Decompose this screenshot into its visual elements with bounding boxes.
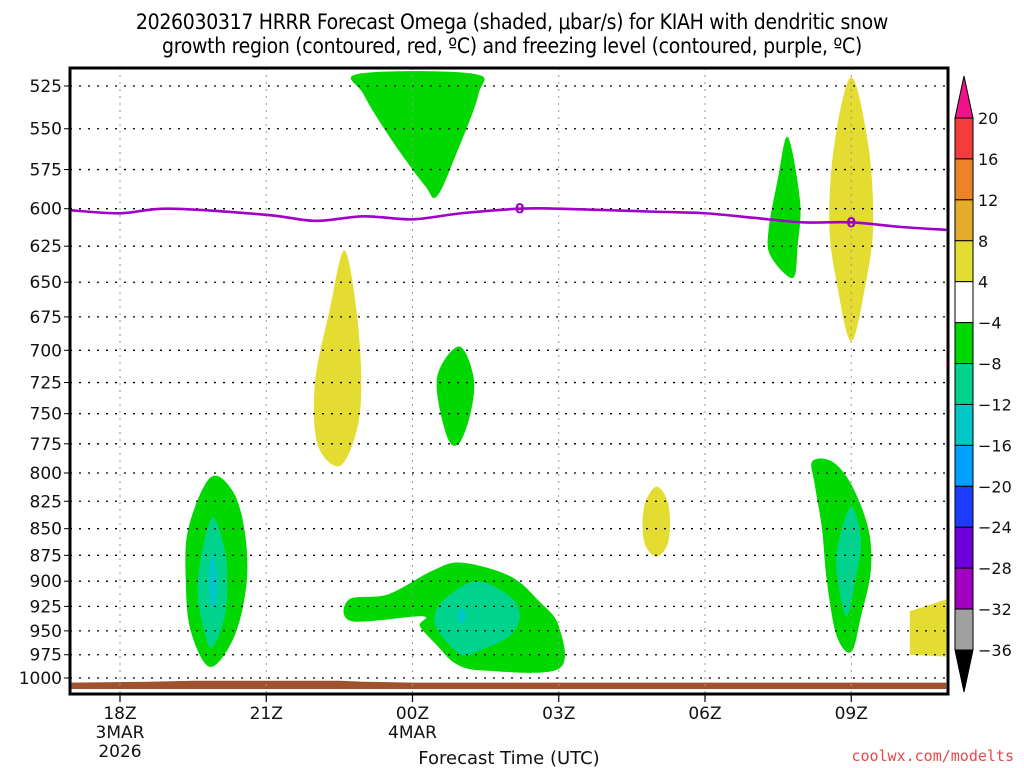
y-tick-label: 925 [30,597,62,617]
region-terrain [70,680,947,689]
colorbar-label: −8 [978,355,1002,374]
colorbar-under-triangle [954,649,974,693]
x-tick-label: 21Z [250,704,283,724]
y-tick-label: 575 [30,161,62,181]
y-tick-label: 975 [30,646,62,666]
region-cyan-0100z-low [456,606,467,626]
colorbar-swatch [954,117,974,160]
y-tick-label: 875 [30,546,62,566]
chart-title-line-1: 2026030317 HRRR Forecast Omega (shaded, … [135,10,889,34]
x-tick-label: 03Z [542,704,575,724]
colorbar-swatch [954,240,974,283]
y-tick-label: 775 [30,435,62,455]
x-tick-label: 4MAR [388,723,437,743]
colorbar-swatch [954,363,974,405]
x-tick-label: 3MAR [96,723,145,743]
region-upper-green-0130z [350,71,485,199]
y-tick-label: 600 [30,200,62,220]
colorbar-swatch [954,526,974,569]
colorbar-label: −20 [978,477,1012,496]
colorbar-swatch [954,199,974,242]
y-tick-label: 550 [30,120,62,140]
x-tick-label: 06Z [688,704,721,724]
y-tick-label: 900 [30,572,62,592]
y-tick-label: 750 [30,405,62,425]
colorbar-swatch [954,281,974,324]
colorbar-label: 16 [978,150,998,169]
y-tick-label: 700 [30,341,62,361]
freezing-level-contour: 00 [69,202,947,232]
colorbar-swatch [954,567,974,610]
colorbar-label: 8 [978,232,988,251]
plot-frame [68,66,950,696]
y-tick-label: 725 [30,374,62,394]
colorbar-over-triangle [954,75,974,119]
region-teal-0900z-low [836,506,862,617]
y-tick-label: 625 [30,237,62,257]
shaded-regions [70,71,947,689]
x-axis-label: Forecast Time (UTC) [418,748,599,768]
y-tick-label: 675 [30,308,62,328]
x-tick-label: 2026 [98,742,141,762]
colorbar-label: −32 [978,600,1012,619]
colorbar-label: 4 [978,273,988,292]
y-axis: 525 550 575 600 625 650 675 700 725 750 775 800 825 8… [19,77,70,689]
colorbar-swatch [954,403,974,446]
y-tick-label: 825 [30,492,62,512]
colorbar-label: −36 [978,641,1012,660]
chart-title-line-2: growth region (contoured, red, ºC) and f… [162,34,862,58]
y-tick-label: 800 [30,464,62,484]
y-tick-label: 525 [30,77,62,97]
colorbar-label: −28 [978,559,1012,578]
colorbar-label: −16 [978,436,1012,455]
colorbar-swatch [954,444,974,487]
x-tick-label: 09Z [835,704,868,724]
y-tick-label: 650 [30,273,62,293]
y-tick-label: 850 [30,520,62,540]
freezing-level-label: 0 [846,215,856,231]
region-green-0700z [767,136,801,279]
region-teal-0100z-low [434,581,520,656]
freezing-level-line [69,206,947,232]
colorbar-label: −12 [978,395,1012,414]
region-yellow-1100z [909,599,947,657]
colorbar-label: 20 [978,109,998,128]
colorbar-label: −4 [978,314,1002,333]
colorbar-swatch [954,485,974,528]
freezing-level-label: 0 [515,202,525,218]
colorbar-label: 12 [978,191,998,210]
colorbar-swatch [954,322,974,365]
credit-text[interactable]: coolwx.com/modelts [851,747,1014,765]
colorbar: 20 16 12 8 4 −4 −8 −12 −16 −20 −24 −28 −32 −36 [954,75,1012,693]
colorbar-swatch [954,608,974,651]
x-tick-label: 18Z [103,704,136,724]
region-yellow-2300z [313,250,362,467]
y-tick-label: 1000 [19,669,62,689]
region-yellow-0500z [642,486,670,557]
region-green-0100z-mid [436,346,475,446]
region-cyan-2000z [208,555,218,608]
y-tick-label: 950 [30,622,62,642]
colorbar-label: −24 [978,518,1012,537]
x-tick-label: 00Z [396,704,429,724]
colorbar-swatch [954,158,974,201]
